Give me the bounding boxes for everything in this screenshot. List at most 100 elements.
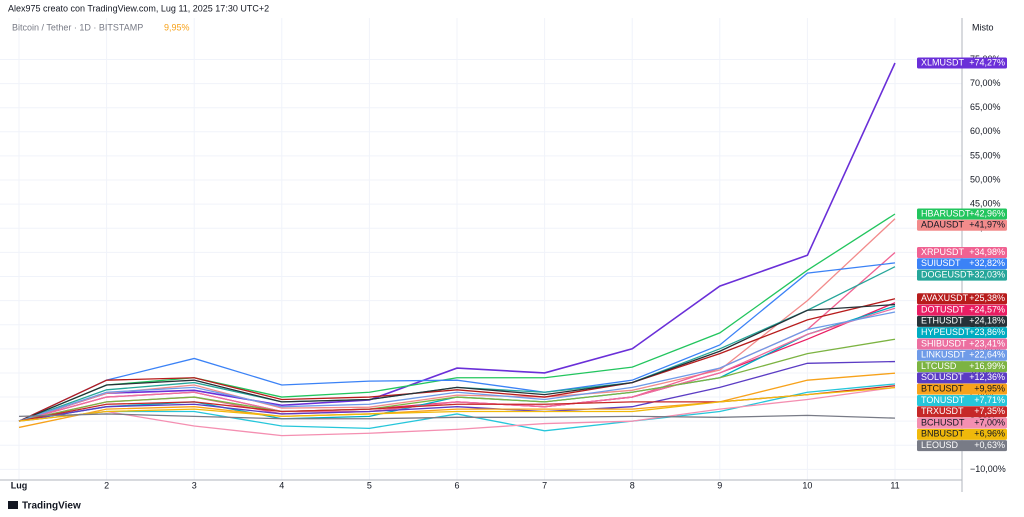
series-line <box>18 386 896 422</box>
series-line <box>18 338 896 422</box>
series-badge: DOGEUSDT+32,03% <box>917 269 1007 281</box>
value-label: +25,38% <box>969 293 1005 303</box>
lines <box>18 62 896 437</box>
series-badge: SHIBUSDT +23,41% <box>917 338 1007 350</box>
series-badge: BNBUSDT +6,96% <box>917 429 1007 440</box>
value-label: +7,35% <box>974 406 1005 416</box>
series-line <box>18 311 896 422</box>
badge-bg <box>917 349 1007 361</box>
value-label: +22,64% <box>969 350 1005 360</box>
series-badge: ADAUSDT +41,97% <box>917 220 1007 231</box>
series-badge: XRPUSDT +34,98% <box>917 247 1007 258</box>
x-tick-label: 3 <box>192 480 197 490</box>
symbol: Bitcoin / Tether · 1D · BITSTAMP <box>12 22 143 32</box>
x-tick-label: 4 <box>279 480 284 490</box>
scale-mode: Misto <box>972 22 994 32</box>
value-label: +24,57% <box>969 304 1005 314</box>
x-tick-label: 7 <box>542 480 547 490</box>
author-note: Alex975 creato con TradingView.com, Lug … <box>8 3 269 13</box>
series-line <box>18 218 896 422</box>
x-tick-label: 10 <box>802 480 812 490</box>
value-label: +9,95% <box>974 384 1005 394</box>
legend-label: HBARUSDT <box>921 208 971 218</box>
legend-label: DOGEUSDT <box>921 269 973 279</box>
x-tick-label: 6 <box>454 480 459 490</box>
series-line <box>18 360 896 422</box>
badge-bg <box>917 208 1007 220</box>
legend-label: SOLUSDT <box>921 372 964 382</box>
legend-label: SUIUSDT <box>921 258 961 268</box>
value-label: +41,97% <box>969 220 1005 230</box>
value-label: +32,82% <box>969 258 1005 268</box>
value-label: +24,18% <box>969 316 1005 326</box>
badge-bg <box>917 338 1007 350</box>
badge-bg <box>917 327 1007 339</box>
brand: TradingView <box>22 501 81 512</box>
y-tick-label: 45,00% <box>970 199 1001 209</box>
value-label: +16,99% <box>969 361 1005 371</box>
value-label: +42,96% <box>969 208 1005 218</box>
series-line <box>18 307 896 422</box>
badge-bg <box>917 258 1007 270</box>
series-badge: BTCUSDT +9,95% <box>917 384 1007 395</box>
series-line <box>18 372 896 429</box>
legend-label: XRPUSDT <box>921 247 965 257</box>
badge-bg <box>917 394 1007 406</box>
series-badge: HBARUSDT+42,96% <box>917 208 1007 220</box>
legend-label: BTCUSDT <box>921 384 964 394</box>
brand-logo: TradingView <box>8 501 81 512</box>
badge-bg <box>917 304 1007 316</box>
badge-bg <box>917 269 1007 281</box>
badge-bg <box>917 361 1007 373</box>
series-line <box>18 383 896 432</box>
x-tick-label: 5 <box>367 480 372 490</box>
badge-bg <box>917 293 1007 305</box>
badges: XLMUSDT +74,27%HBARUSDT+42,96%ADAUSDT +41,… <box>917 57 1007 452</box>
series-line <box>18 298 896 422</box>
series-line <box>18 62 896 422</box>
badge-bg <box>917 406 1007 418</box>
legend-label: HYPEUSDT <box>921 327 971 337</box>
y-tick-label: 70,00% <box>970 78 1001 88</box>
series-line <box>18 303 896 422</box>
legend-label: DOTUSDT <box>921 304 965 314</box>
y-tick-label: 60,00% <box>970 126 1001 136</box>
legend-label: TRXUSDT <box>921 406 964 416</box>
x-tick-label: 8 <box>630 480 635 490</box>
legend-label: ADAUSDT <box>921 220 965 230</box>
series-badge: TRXUSDT +7,35% <box>917 406 1007 418</box>
series-badge: LEOUSD +0,63% <box>917 440 1007 452</box>
y-tick-label: 10,00% <box>970 367 1001 377</box>
value-label: +23,41% <box>969 338 1005 348</box>
badge-bg <box>917 440 1007 452</box>
badge-bg <box>917 219 1007 231</box>
series-badge: LINKUSDT +22,64% <box>917 350 1007 361</box>
y-tick-label: 50,00% <box>970 174 1001 184</box>
y-tick-label: 55,00% <box>970 150 1001 160</box>
value-label: +23,86% <box>969 327 1005 337</box>
series-line <box>18 413 896 420</box>
series-badge: DOTUSDT +24,57% <box>917 304 1007 316</box>
series-badge: HYPEUSDT +23,86% <box>917 327 1007 339</box>
series-line <box>18 262 896 422</box>
change: 9,95% <box>164 22 190 32</box>
series-line <box>18 386 896 437</box>
series-badge: SUIUSDT +32,82% <box>917 258 1007 270</box>
series-badge: SOLUSDT +12,36% <box>917 372 1007 384</box>
series-badge: LTCUSD +16,99% <box>917 361 1007 373</box>
legend-label: ETHUSDT <box>921 316 964 326</box>
legend-label: BCHUSDT <box>921 417 965 427</box>
value-label: +32,03% <box>969 269 1005 279</box>
badge-bg <box>917 315 1007 327</box>
legend-label: XLMUSDT <box>921 57 965 67</box>
value-label: +7,71% <box>974 395 1005 405</box>
x-tick-label: 2 <box>104 480 109 490</box>
value-label: +34,98% <box>969 247 1005 257</box>
logo-icon <box>8 501 18 509</box>
badge-bg <box>917 57 1007 69</box>
series-badge: AVAXUSDT +25,38% <box>917 293 1007 305</box>
series-badge: TONUSDT +7,71% <box>917 395 1007 406</box>
value-label: +12,36% <box>969 372 1005 382</box>
x-tick-label: 9 <box>717 480 722 490</box>
badge-bg <box>917 428 1007 440</box>
